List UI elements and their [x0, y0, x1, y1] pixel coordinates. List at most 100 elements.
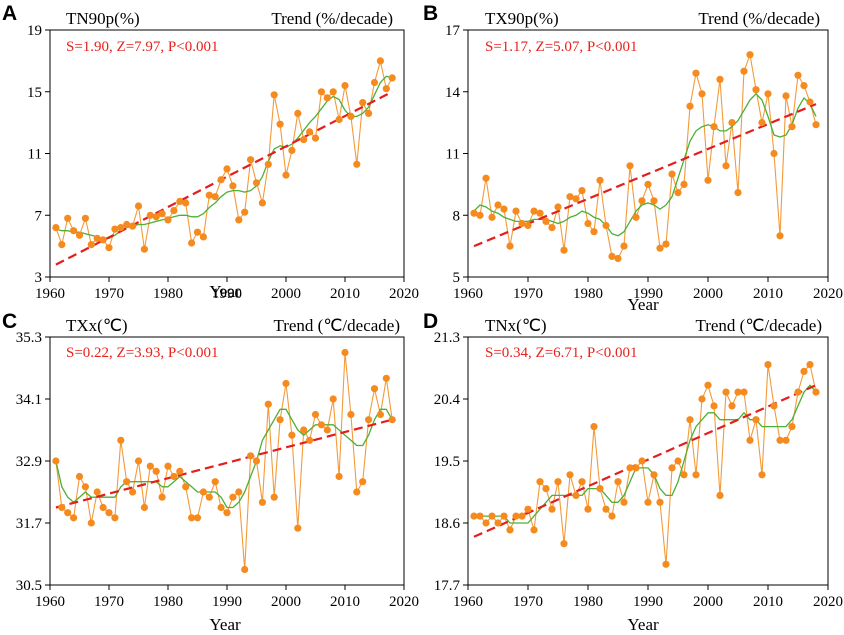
panel-c-point-2002: [294, 524, 302, 532]
panel-a-point-1979: [158, 210, 166, 218]
panel-c-series-smoothed-line: [55, 408, 393, 509]
panel-a-point-1964: [70, 227, 78, 235]
panel-a-point-1993: [241, 208, 249, 216]
panel-d-x-tick-label-1: 1970: [513, 594, 543, 610]
panel-b-point-1974: [548, 224, 556, 232]
panel-c-point-1964: [70, 514, 78, 522]
panel-a-series-smoothed-line: [55, 75, 393, 240]
panel-a-point-2009: [335, 115, 343, 124]
panel-c-point-2012: [353, 488, 361, 496]
panel-a-trend-label: Trend (%/decade): [271, 9, 393, 28]
panel-b-point-1985: [614, 254, 622, 263]
panel-b-point-2009: [758, 119, 766, 127]
panel-b-x-tick-label-1: 1970: [513, 286, 543, 302]
panel-c-point-1977: [146, 462, 154, 470]
panel-d-point-1987: [626, 464, 634, 472]
panel-c-point-1970: [105, 509, 113, 517]
panel-d-point-2004: [728, 402, 736, 410]
panel-d-x-tick-label-0: 1960: [453, 594, 483, 610]
panel-b-point-1977: [566, 193, 574, 201]
panel-c-point-1963: [64, 509, 72, 517]
panel-c-x-tick-label-4: 2000: [271, 594, 301, 610]
panel-a-point-1997: [264, 160, 272, 168]
panel-d-point-2015: [794, 388, 802, 396]
panel-b-point-2005: [734, 189, 742, 197]
panel-d-point-2006: [740, 388, 748, 396]
panel-d-point-1971: [530, 526, 538, 534]
panel-d-point-1965: [494, 519, 502, 527]
panel-a-point-2012: [353, 160, 361, 168]
panel-c-point-1976: [140, 503, 148, 512]
panel-d-point-2012: [776, 436, 784, 444]
panel-c-y-tick-label-2: 32.9: [16, 454, 42, 470]
panel-a-point-1966: [81, 214, 89, 222]
panel-b-point-1994: [668, 170, 676, 178]
panel-d-point-2014: [788, 423, 796, 431]
panel-c-point-1994: [247, 452, 255, 460]
panel-a-point-2013: [359, 99, 367, 107]
panel-b-point-2014: [788, 123, 796, 131]
panel-c-y-tick-label-4: 35.3: [16, 330, 42, 346]
panel-a-point-1983: [182, 199, 190, 207]
panel-d-point-1978: [572, 491, 580, 499]
panel-d-point-1999: [698, 395, 706, 403]
panel-c-point-1990: [223, 509, 231, 517]
panel-letter-c: C: [2, 310, 17, 333]
panel-b-y-tick-label-1: 8: [453, 208, 461, 224]
panel-a-point-1968: [93, 234, 101, 242]
panel-d-frame: [467, 336, 829, 586]
panel-d-point-2008: [752, 416, 760, 424]
panel-b-y-tick-label-2: 11: [446, 147, 460, 163]
panel-b-point-1999: [698, 90, 706, 98]
panel-c-point-1979: [158, 493, 166, 501]
panel-b-series-observed-line: [473, 52, 817, 260]
panel-a-x-tick-label-2: 1980: [153, 286, 183, 302]
panel-a-point-1973: [123, 220, 131, 229]
panel-d-y-tick-label-2: 19.5: [434, 454, 460, 470]
panel-d-x-tick-label-2: 1980: [573, 594, 603, 610]
panel-c-point-1971: [111, 514, 119, 522]
panel-c-point-2009: [335, 472, 343, 481]
panel-c-point-1998: [270, 493, 278, 501]
panel-c-title: TXx(℃): [66, 316, 128, 335]
panel-c-x-tick-label-1: 1970: [94, 594, 124, 610]
panel-a-point-2014: [365, 109, 373, 117]
panel-a-y-tick-label-3: 15: [27, 85, 42, 101]
panel-d-point-1966: [500, 512, 508, 520]
panel-d-point-1975: [554, 478, 562, 486]
panel-a-point-2010: [341, 82, 349, 90]
panel-c-point-2017: [382, 374, 390, 382]
panel-c-point-1969: [99, 503, 107, 512]
panel-a-point-1965: [75, 231, 84, 239]
panel-c-point-1984: [188, 514, 196, 522]
panel-a-point-1967: [87, 241, 95, 249]
panel-c-point-1962: [58, 503, 66, 512]
panel-a-x-tick-label-6: 2020: [389, 286, 419, 302]
panel-a-series-observed-line: [55, 60, 393, 250]
panel-b-point-1996: [680, 180, 688, 188]
panel-a-point-1989: [217, 176, 225, 184]
panel-d-point-1983: [602, 505, 610, 513]
panel-c-point-2001: [288, 431, 296, 439]
panel-d-x-tick-label-5: 2010: [753, 594, 783, 610]
panel-letter-b: B: [423, 2, 438, 25]
panel-b-point-1975: [554, 203, 562, 211]
panel-c-point-2006: [317, 421, 325, 429]
panel-b-point-1995: [674, 189, 682, 197]
panel-c-point-1981: [170, 472, 178, 481]
panel-d-x-tick-label-6: 2020: [813, 594, 843, 610]
panel-c-point-1992: [235, 488, 243, 496]
panel-a-point-1996: [258, 199, 266, 207]
panel-b-point-1967: [506, 242, 514, 250]
panel-a-point-2001: [288, 146, 296, 154]
panel-b-point-2018: [812, 121, 820, 129]
panel-c-x-tick-label-2: 1980: [153, 594, 183, 610]
panel-c-point-1997: [264, 400, 272, 408]
panel-d-point-1967: [506, 526, 514, 534]
panel-c-point-2004: [306, 436, 314, 444]
panel-d-point-1964: [488, 512, 496, 520]
panel-d-point-2011: [770, 402, 778, 410]
panel-d-point-1974: [548, 505, 556, 513]
panel-a-point-2017: [382, 85, 390, 93]
